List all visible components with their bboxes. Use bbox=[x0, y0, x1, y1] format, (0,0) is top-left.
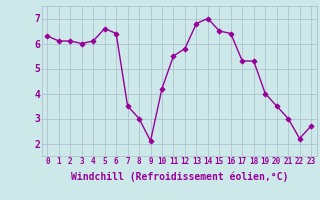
X-axis label: Windchill (Refroidissement éolien,°C): Windchill (Refroidissement éolien,°C) bbox=[70, 172, 288, 182]
